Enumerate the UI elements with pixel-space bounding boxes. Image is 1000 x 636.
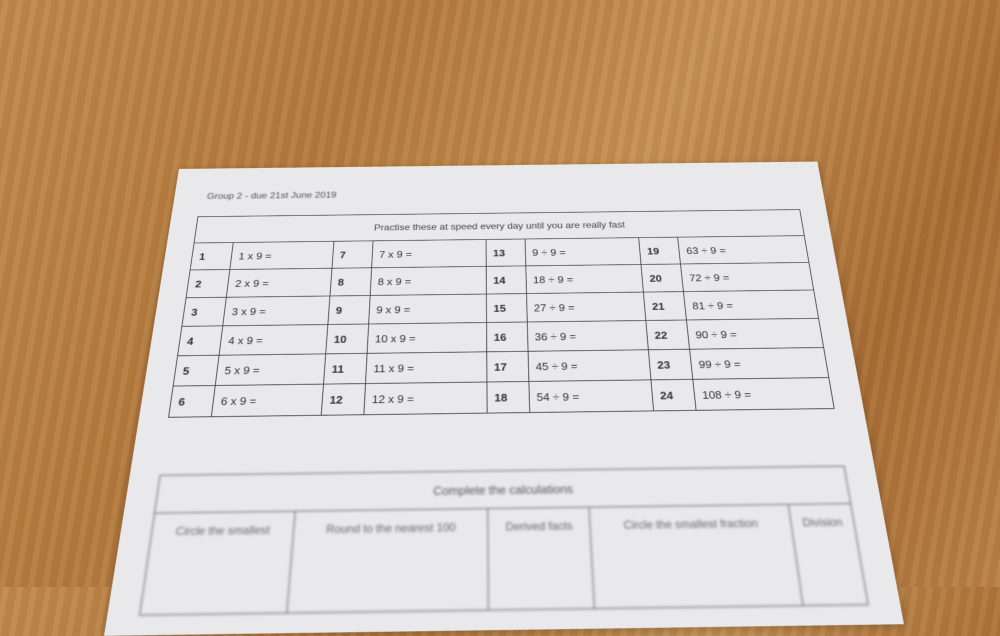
question-cell: 54 ÷ 9 = (529, 380, 654, 413)
question-cell: 10 x 9 = (367, 323, 487, 354)
question-number: 17 (486, 351, 528, 382)
question-cell: 2 x 9 = (226, 268, 331, 297)
question-cell: 81 ÷ 9 = (684, 290, 819, 320)
question-number: 5 (173, 355, 219, 386)
question-number: 23 (648, 349, 692, 380)
column-header: Division (788, 504, 868, 606)
question-cell: 45 ÷ 9 = (528, 350, 651, 382)
calculations-table: Complete the calculations Circle the sma… (139, 466, 869, 616)
column-header: Round to the nearest 100 (287, 509, 489, 613)
question-cell: 18 ÷ 9 = (525, 264, 643, 293)
column-header: Circle the smallest fraction (589, 504, 803, 608)
question-cell: 12 x 9 = (363, 382, 486, 415)
question-cell: 72 ÷ 9 = (681, 262, 814, 291)
question-number: 6 (169, 386, 216, 418)
question-cell: 108 ÷ 9 = (693, 378, 834, 411)
question-number: 11 (323, 353, 367, 384)
question-number: 8 (330, 268, 372, 296)
question-cell: 11 x 9 = (365, 352, 486, 384)
question-cell: 4 x 9 = (219, 325, 327, 356)
question-number: 3 (182, 297, 226, 326)
question-number: 22 (646, 320, 690, 350)
question-number: 2 (186, 269, 230, 297)
question-cell: 27 ÷ 9 = (526, 292, 646, 322)
question-number: 10 (325, 324, 368, 354)
question-number: 12 (321, 384, 365, 416)
question-cell: 99 ÷ 9 = (690, 348, 829, 380)
group-due-line: Group 2 - due 21st June 2019 (206, 190, 337, 201)
question-number: 1 (190, 243, 233, 270)
question-cell: 5 x 9 = (215, 354, 325, 386)
question-number: 9 (328, 295, 370, 324)
question-number: 19 (639, 237, 681, 264)
times-table-grid: Practise these at speed every day until … (168, 209, 835, 418)
question-cell: 1 x 9 = (230, 241, 334, 269)
question-number: 20 (641, 264, 683, 292)
worksheet-photo: Group 2 - due 21st June 2019 Practise th… (105, 70, 905, 630)
question-number: 15 (486, 294, 527, 323)
worksheet-paper: Group 2 - due 21st June 2019 Practise th… (104, 162, 904, 636)
question-cell: 9 x 9 = (368, 294, 486, 324)
question-cell: 3 x 9 = (223, 296, 330, 326)
question-cell: 36 ÷ 9 = (527, 321, 648, 352)
question-cell: 9 ÷ 9 = (525, 238, 641, 266)
question-number: 13 (486, 239, 526, 266)
question-number: 21 (643, 292, 686, 321)
question-cell: 63 ÷ 9 = (678, 236, 809, 264)
question-number: 7 (332, 241, 373, 268)
question-number: 18 (487, 381, 530, 413)
question-number: 24 (651, 379, 696, 411)
question-number: 16 (486, 322, 527, 352)
column-header: Derived facts (488, 507, 595, 610)
question-cell: 90 ÷ 9 = (687, 318, 824, 349)
question-cell: 8 x 9 = (370, 266, 486, 295)
column-header: Circle the smallest (140, 511, 296, 615)
question-cell: 7 x 9 = (371, 239, 486, 267)
question-number: 4 (178, 326, 223, 356)
question-cell: 6 x 9 = (211, 384, 323, 417)
question-number: 14 (486, 266, 526, 294)
